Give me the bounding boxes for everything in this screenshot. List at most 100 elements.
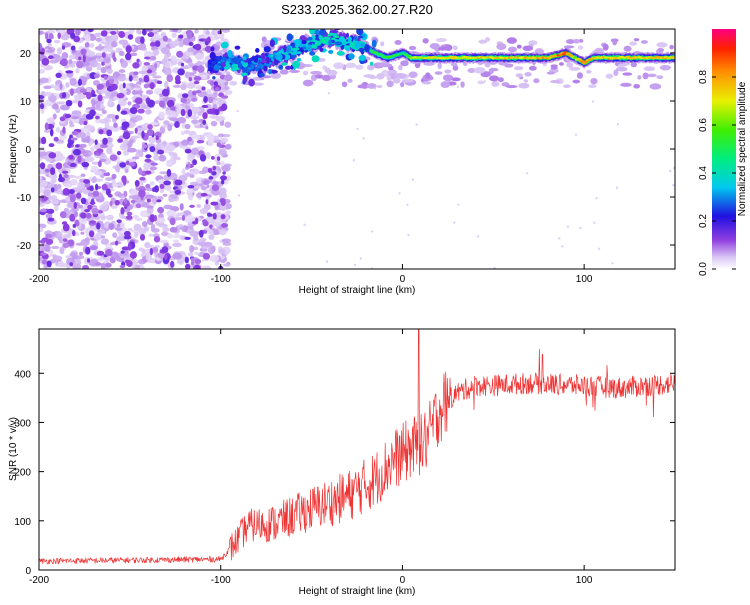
track-cell [334,35,340,39]
noise-blob [39,179,48,188]
track-cell [405,54,411,57]
track-cell [369,49,374,52]
track-cell [345,45,351,48]
noise-blob [170,194,178,200]
noise-blob [398,64,403,71]
track-cell [209,51,216,60]
noise-blob [213,228,219,234]
noise-blob [181,93,189,99]
noise-blob [74,175,82,180]
noise-blob [80,231,85,235]
noise-blob [207,138,214,147]
colorbar-tick-label: 0.2 [698,214,709,228]
noise-blob [550,66,558,70]
track-cell [296,57,302,62]
noise-blob [623,45,632,52]
noise-blob [138,247,144,252]
noise-blob [137,167,143,175]
track-cell [269,39,275,47]
noise-blob [79,143,87,148]
noise-blob [119,162,127,168]
track-cell [309,51,316,56]
noise-blob [155,143,162,150]
track-cell [295,44,299,48]
noise-blob [114,164,120,173]
noise-blob [222,133,231,138]
track-cell [255,48,260,53]
track-cell [242,56,247,61]
track-cell [220,42,228,49]
noise-blob [185,82,196,89]
track-cell [250,56,258,61]
noise-blob [105,177,114,181]
noise-blob [669,44,674,50]
track-cell [261,59,267,63]
track-cell [227,49,232,58]
noise-blob [615,186,619,189]
track-cell [334,41,343,46]
noise-blob [169,226,178,233]
track-cell [364,44,370,53]
noise-blob [92,190,100,197]
noise-blob [54,151,62,155]
noise-blob [75,29,81,36]
track-cell [245,69,251,73]
noise-blob [156,217,166,224]
noise-blob [190,260,195,266]
y-tick-label: 20 [20,49,32,60]
noise-blob [80,48,87,55]
noise-blob [73,201,78,209]
noise-blob [84,156,95,163]
noise-blob [345,62,357,69]
noise-blob [161,230,168,237]
spectrogram-y-label: Frequency (Hz) [8,115,19,184]
noise-blob [120,110,128,115]
noise-blob [39,42,43,51]
noise-blob [50,187,55,193]
noise-blob [566,225,570,228]
noise-blob [211,184,220,191]
noise-blob [135,203,142,209]
noise-blob [150,162,158,166]
noise-blob [202,252,211,260]
noise-blob [129,139,134,144]
noise-blob [187,252,194,257]
noise-blob [59,262,68,268]
noise-blob [119,264,126,269]
noise-blob [146,205,154,209]
noise-blob [194,43,202,51]
noise-blob [478,39,488,44]
snr-frame [38,328,676,571]
track-cell [307,44,312,52]
noise-blob [177,68,185,76]
noise-blob [442,74,454,82]
noise-blob [184,148,192,154]
noise-blob [166,144,176,152]
noise-blob [602,43,609,51]
noise-blob [156,80,163,85]
noise-blob [236,109,239,113]
noise-blob [62,242,70,248]
noise-blob [196,204,202,208]
noise-blob [204,45,213,53]
noise-blob [191,108,202,112]
noise-blob [523,79,529,83]
noise-blob [620,82,632,87]
noise-blob [52,103,59,110]
noise-blob [202,112,208,120]
noise-blob [112,52,116,61]
noise-blob [95,101,101,109]
noise-blob [67,142,72,149]
noise-blob [90,165,99,173]
noise-blob [151,196,158,204]
noise-blob [138,70,148,75]
noise-blob [504,63,514,68]
noise-blob [135,149,143,154]
noise-blob [45,233,53,239]
noise-blob [69,162,77,168]
x-tick-label: -200 [29,274,49,285]
noise-blob [147,124,153,130]
noise-blob [408,71,418,79]
noise-blob [261,36,267,43]
noise-blob [190,257,195,262]
